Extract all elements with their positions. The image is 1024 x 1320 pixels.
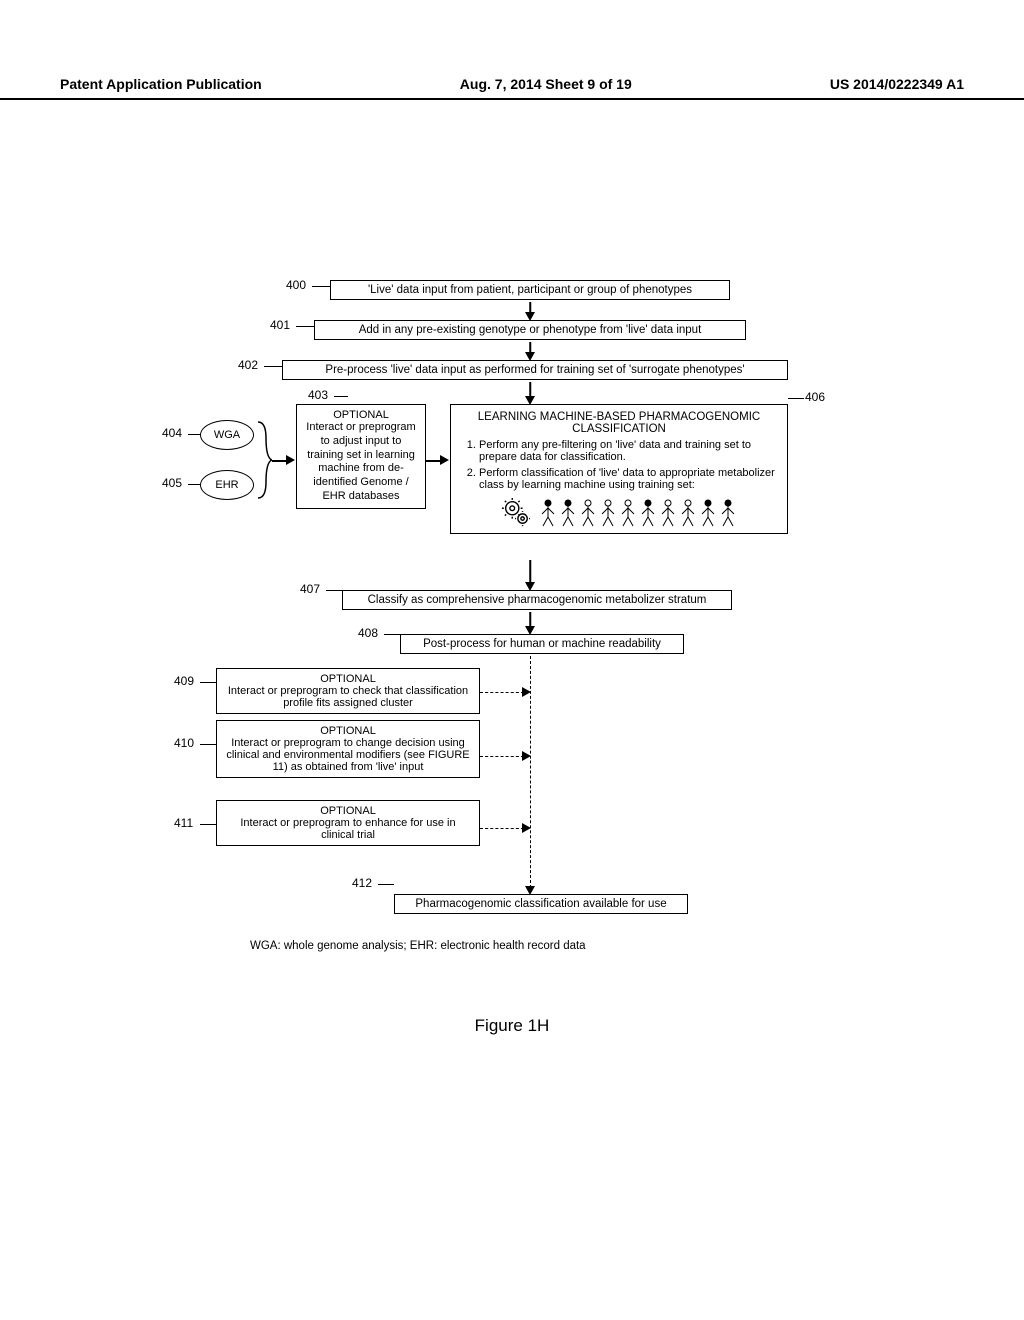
- box-407: Classify as comprehensive pharmacogenomi…: [342, 590, 732, 610]
- person-icon-6: [659, 499, 677, 527]
- b406-li2: Perform classification of 'live' data to…: [479, 467, 777, 491]
- lead-408: [384, 634, 400, 635]
- label-402: 402: [238, 358, 258, 372]
- arrowhead-403-406: [440, 455, 449, 465]
- label-401: 401: [270, 318, 290, 332]
- b411-body: Interact or preprogram to enhance for us…: [225, 817, 471, 841]
- arrowhead-brace-403: [286, 455, 295, 465]
- dash-411: [480, 828, 524, 829]
- dash-410: [480, 756, 524, 757]
- footer-note: WGA: whole genome analysis; EHR: electro…: [250, 940, 586, 952]
- b409-title: OPTIONAL: [225, 673, 471, 685]
- lead-407: [326, 590, 342, 591]
- arrowhead-410: [522, 751, 531, 761]
- label-405: 405: [162, 476, 182, 490]
- lead-410: [200, 744, 216, 745]
- box-400: 'Live' data input from patient, particip…: [330, 280, 730, 300]
- lead-402: [264, 366, 282, 367]
- lead-400: [312, 286, 330, 287]
- b411-title: OPTIONAL: [225, 805, 471, 817]
- label-404: 404: [162, 426, 182, 440]
- box-401: Add in any pre-existing genotype or phen…: [314, 320, 746, 340]
- b410-title: OPTIONAL: [225, 725, 471, 737]
- lead-401: [296, 326, 314, 327]
- box-408: Post-process for human or machine readab…: [400, 634, 684, 654]
- box-406: LEARNING MACHINE-BASED PHARMACOGENOMIC C…: [450, 404, 788, 534]
- lead-404: [188, 434, 200, 435]
- oval-ehr: EHR: [200, 470, 254, 500]
- brace-icon: [256, 420, 272, 500]
- label-408: 408: [358, 626, 378, 640]
- person-icon-9: [719, 499, 737, 527]
- label-403: 403: [308, 388, 328, 402]
- gear-icon: [501, 497, 531, 527]
- label-412: 412: [352, 876, 372, 890]
- box-402: Pre-process 'live' data input as perform…: [282, 360, 788, 380]
- label-409: 409: [174, 674, 194, 688]
- label-407: 407: [300, 582, 320, 596]
- lead-412: [378, 884, 394, 885]
- header-right: US 2014/0222349 A1: [830, 76, 964, 92]
- box-412: Pharmacogenomic classification available…: [394, 894, 688, 914]
- label-400: 400: [286, 278, 306, 292]
- arrow-406-407: [529, 560, 531, 584]
- header-center: Aug. 7, 2014 Sheet 9 of 19: [460, 76, 632, 92]
- b410-body: Interact or preprogram to change decisio…: [225, 737, 471, 773]
- person-icon-2: [579, 499, 597, 527]
- person-icon-5: [639, 499, 657, 527]
- header-left: Patent Application Publication: [60, 76, 262, 92]
- box-403: OPTIONAL Interact or preprogram to adjus…: [296, 404, 426, 509]
- people-row: [461, 497, 777, 527]
- arrowhead-411: [522, 823, 531, 833]
- oval-wga: WGA: [200, 420, 254, 450]
- page-header: Patent Application Publication Aug. 7, 2…: [0, 76, 1024, 100]
- ehr-text: EHR: [215, 479, 238, 491]
- lead-411: [200, 824, 216, 825]
- b409-body: Interact or preprogram to check that cla…: [225, 685, 471, 709]
- dash-409: [480, 692, 524, 693]
- b406-title: LEARNING MACHINE-BASED PHARMACOGENOMIC C…: [461, 411, 777, 435]
- lead-406: [788, 398, 804, 399]
- b403-title: OPTIONAL: [305, 409, 417, 421]
- person-icon-0: [539, 499, 557, 527]
- person-icon-8: [699, 499, 717, 527]
- label-410: 410: [174, 736, 194, 750]
- lead-403: [334, 396, 348, 397]
- person-icon-3: [599, 499, 617, 527]
- box-411: OPTIONAL Interact or preprogram to enhan…: [216, 800, 480, 846]
- box-410: OPTIONAL Interact or preprogram to chang…: [216, 720, 480, 778]
- person-icon-1: [559, 499, 577, 527]
- person-icon-4: [619, 499, 637, 527]
- b406-li1: Perform any pre-filtering on 'live' data…: [479, 439, 777, 463]
- arrowhead-409: [522, 687, 531, 697]
- box-409: OPTIONAL Interact or preprogram to check…: [216, 668, 480, 714]
- b403-body: Interact or preprogram to adjust input t…: [305, 421, 417, 504]
- label-406: 406: [805, 390, 825, 404]
- wga-text: WGA: [214, 429, 240, 441]
- figure-caption: Figure 1H: [0, 1016, 1024, 1036]
- lead-405: [188, 484, 200, 485]
- label-411: 411: [174, 816, 193, 830]
- person-icon-7: [679, 499, 697, 527]
- lead-409: [200, 682, 216, 683]
